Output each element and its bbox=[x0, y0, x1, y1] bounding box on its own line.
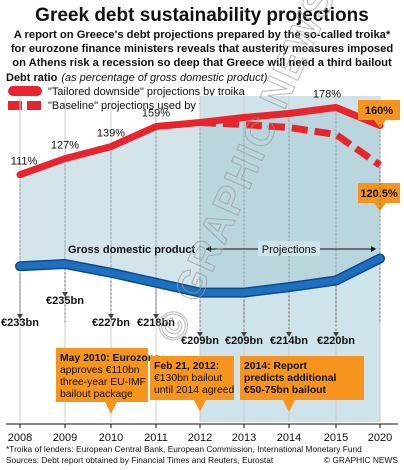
subtitle-line: for eurozone finance ministers reveals t… bbox=[11, 43, 394, 55]
end-label-tag bbox=[358, 100, 400, 128]
credit: © GRAPHIC NEWS bbox=[324, 455, 399, 465]
projections-label: Projections bbox=[262, 244, 317, 256]
x-axis: 2008 2009 2010 2011 2012 2013 2014 2015 2020 bbox=[6, 423, 398, 444]
callout-line: May 2010: Eurozone bbox=[60, 353, 160, 364]
debt-data-label: 139% bbox=[97, 128, 125, 140]
gdp-label-marker bbox=[197, 332, 203, 337]
legend-swatch-downside bbox=[8, 86, 42, 96]
debt-data-label: 127% bbox=[51, 140, 79, 152]
gdp-value-label: €235bn bbox=[46, 295, 84, 307]
subtitle: A report on Greece's debt projections pr… bbox=[11, 29, 394, 69]
debt-data-label: 159% bbox=[142, 108, 170, 120]
gdp-label-marker bbox=[108, 314, 114, 319]
baseline-series-line bbox=[199, 119, 382, 169]
gdp-value-label: €233bn bbox=[1, 317, 39, 329]
x-tick-label: 2009 bbox=[53, 432, 77, 444]
projections-arrow-head bbox=[371, 246, 376, 252]
gdp-value-label: €209bn bbox=[225, 335, 263, 347]
gdp-value-label: €209bn bbox=[181, 335, 219, 347]
x-tick-label: 2010 bbox=[99, 432, 123, 444]
legend-swatch-baseline bbox=[27, 101, 41, 110]
end-label-text: 120.5% bbox=[360, 188, 398, 200]
callout-line: approves €110bn bbox=[60, 365, 140, 376]
gdp-label-marker bbox=[17, 314, 23, 319]
callout-box bbox=[56, 348, 148, 414]
gdp-series-line bbox=[16, 255, 384, 297]
chart-title: Greek debt sustainability projections bbox=[35, 5, 369, 26]
x-tick-label: 2008 bbox=[8, 432, 32, 444]
end-label: 120.5% bbox=[358, 161, 400, 211]
debt-data-label: 178% bbox=[313, 88, 341, 100]
subtitle-line: A report on Greece's debt projections pr… bbox=[14, 29, 391, 41]
debt-ratio-label: Debt ratio bbox=[6, 72, 58, 84]
gdp-label-marker bbox=[286, 332, 292, 337]
gdp-label-marker bbox=[62, 292, 68, 297]
end-label: 160% bbox=[358, 100, 400, 128]
callout-box bbox=[240, 356, 364, 412]
callout-line: 2014: Report bbox=[244, 361, 307, 372]
callout-line: Feb 21, 2012: bbox=[154, 361, 219, 372]
legend-label-downside: "Tailored downside" projections by troik… bbox=[48, 86, 246, 98]
x-tick-label: 2020 bbox=[368, 432, 392, 444]
gdp-label-marker bbox=[333, 332, 339, 337]
callout-box bbox=[150, 356, 234, 412]
debt-ratio-heading: Debt ratio (as percentage of gross domest… bbox=[6, 72, 268, 84]
callout-line: bailout package bbox=[60, 389, 133, 400]
x-tick-label: 2014 bbox=[277, 432, 301, 444]
footer: *Troika of lenders: European Central Ban… bbox=[6, 444, 398, 465]
callout-line: €50-75bn bailout bbox=[244, 385, 327, 396]
subtitle-line: on Athens risk a recession so deep that … bbox=[12, 57, 392, 69]
end-label-tag bbox=[358, 183, 400, 211]
gdp-value-label: €227bn bbox=[92, 317, 130, 329]
gdp-value-label: €218bn bbox=[137, 317, 175, 329]
end-label-text: 160% bbox=[365, 105, 393, 117]
x-tick-label: 2013 bbox=[232, 432, 256, 444]
x-tick-label: 2011 bbox=[144, 432, 168, 444]
x-tick-label: 2012 bbox=[188, 432, 212, 444]
projections-label-bg bbox=[258, 241, 320, 256]
legend-swatch-baseline bbox=[8, 101, 22, 110]
projections-arrow-head bbox=[206, 246, 211, 252]
debt-ratio-note: (as percentage of gross domestic product… bbox=[61, 72, 267, 84]
callout-line: €130bn bailout bbox=[154, 373, 222, 384]
debt-data-label: 111% bbox=[11, 156, 38, 168]
callout-line: three-year EU-IMF bbox=[60, 377, 146, 388]
gdp-heading: Gross domestic product bbox=[68, 244, 195, 256]
callout-line: predicts additional bbox=[244, 373, 336, 384]
gdp-value-label: €214bn bbox=[270, 335, 308, 347]
gdp-label-marker bbox=[241, 332, 247, 337]
footnote-sources: Sources: Debt report obtained by Financi… bbox=[6, 455, 274, 465]
x-tick-label: 2015 bbox=[324, 432, 348, 444]
callout-line: until 2014 agreed bbox=[154, 385, 235, 396]
gdp-label-marker bbox=[153, 314, 159, 319]
gdp-value-label: €220bn bbox=[317, 335, 355, 347]
footnote-troika: *Troika of lenders: European Central Ban… bbox=[6, 444, 362, 454]
